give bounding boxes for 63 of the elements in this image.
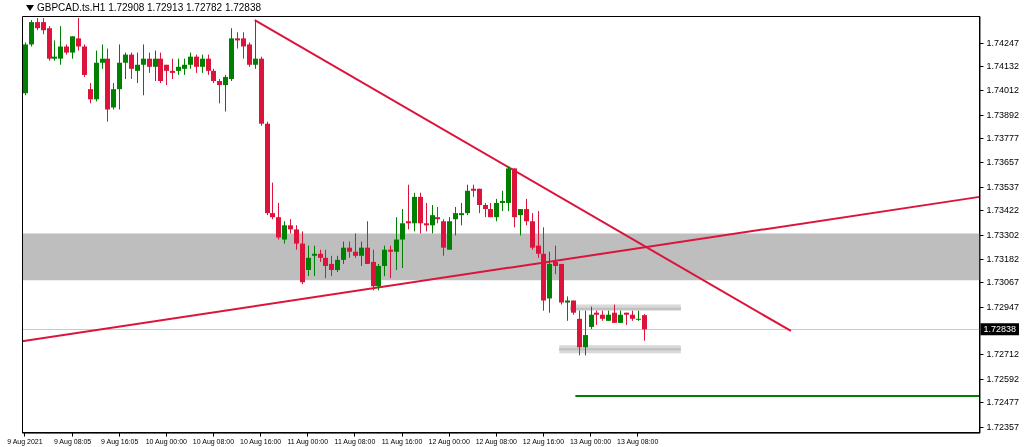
candlestick [111, 82, 116, 110]
candlestick [494, 198, 499, 222]
y-tick-label: 1.73182 [986, 253, 1020, 264]
candlestick [376, 263, 381, 291]
candlestick [583, 310, 588, 356]
candlestick [217, 78, 222, 104]
candlestick [100, 43, 105, 70]
ref-line-label: 1.72838 [983, 323, 1017, 334]
y-tick-label: 1.72357 [986, 421, 1020, 432]
y-tick-label: 1.74012 [986, 85, 1020, 96]
y-tick-label: 1.72712 [986, 349, 1020, 360]
chart-title: GBPCAD.ts.H1 1.72908 1.72913 1.72782 1.72838 [37, 2, 262, 13]
candlestick [636, 310, 641, 322]
candlestick [353, 232, 358, 259]
candlestick [424, 202, 429, 232]
y-tick-label: 1.73892 [986, 109, 1020, 120]
candlestick [382, 245, 387, 277]
y-tick-label: 1.72947 [986, 301, 1020, 312]
candlestick [306, 245, 311, 277]
candlestick [88, 82, 93, 104]
candlestick [129, 52, 134, 80]
y-tick-label: 1.73657 [986, 157, 1020, 168]
candlestick [141, 43, 146, 96]
candlestick [406, 184, 411, 230]
candlestick [312, 245, 317, 277]
candlestick [276, 202, 281, 241]
candlestick [123, 52, 128, 80]
candlestick [147, 52, 152, 74]
y-tick-label: 1.73537 [986, 181, 1020, 192]
candlestick [341, 241, 346, 265]
y-tick-label: 1.73302 [986, 229, 1020, 240]
candlestick [253, 19, 258, 70]
candlestick [294, 224, 299, 251]
candlestick [135, 52, 140, 84]
y-tick-label: 1.73067 [986, 277, 1020, 288]
y-tick-label: 1.73422 [986, 205, 1020, 216]
candlestick [388, 245, 393, 279]
candlestick [465, 184, 470, 216]
candlestick [430, 204, 435, 234]
candlestick [359, 241, 364, 267]
candlestick [200, 54, 205, 74]
candlestick [206, 54, 211, 76]
candlestick [70, 35, 75, 60]
y-tick-label: 1.73777 [986, 133, 1020, 144]
candlestick [170, 58, 175, 80]
candlestick [153, 50, 158, 82]
candlestick [612, 304, 617, 324]
y-tick-label: 1.72477 [986, 397, 1020, 408]
candlestick [194, 54, 199, 74]
candlestick [565, 295, 570, 322]
candlestick [524, 198, 529, 226]
candlestick [589, 306, 594, 330]
y-tick-label: 1.74132 [986, 60, 1020, 71]
y-tick-label: 1.74247 [986, 37, 1020, 48]
candlestick [76, 17, 81, 52]
candlestick [642, 313, 647, 342]
candlestick [394, 216, 399, 271]
candlestick [270, 182, 275, 220]
y-tick-label: 1.72592 [986, 373, 1020, 384]
candlestick [518, 208, 523, 236]
candlestick [29, 19, 34, 47]
candlestick [282, 220, 287, 245]
candlestick [400, 208, 405, 269]
